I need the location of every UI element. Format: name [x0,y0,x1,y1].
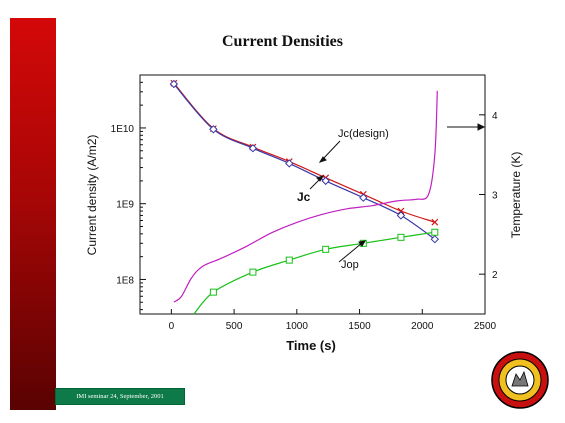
x-tick-label: 2500 [474,321,497,332]
annotation-jc-design: Jc(design) [338,128,389,140]
y2-tick-label: 3 [492,191,498,202]
y-tick-label: 1E8 [116,275,134,286]
data-point [169,79,179,89]
y-axis-label: Current density (A/m2) [85,135,99,256]
chart-plot-area [169,79,440,315]
x-tick-label: 500 [226,321,243,332]
seminar-footer-label: IMI seminar 24, September, 2001 [55,388,185,405]
data-point [431,228,439,236]
y-tick-label: 1E9 [116,200,134,211]
series-line [173,82,435,223]
data-point [249,268,257,276]
data-point [209,288,217,296]
series-line [173,90,438,303]
slide-title: Current Densities [221,33,344,50]
data-point [285,256,293,264]
x-tick-label: 1500 [348,321,371,332]
data-point [397,233,405,241]
red-sidebar-bar [10,18,56,410]
y2-tick-label: 2 [492,270,498,281]
data-point [359,193,368,202]
x-axis-label: Time (s) [286,338,336,353]
annotation-arrows [309,123,486,263]
x-tick-label: 1000 [286,321,309,332]
data-point [430,234,440,244]
series-3 [173,90,438,303]
y2-axis-label: Temperature (K) [509,152,523,239]
x-tick-label: 0 [169,321,175,332]
data-point [322,245,330,253]
data-point [285,159,294,168]
x-tick-label: 2000 [411,321,434,332]
y-tick-label: 1E10 [111,124,135,135]
series-line [173,83,436,240]
annotation-jop: Jop [341,259,359,271]
annotation-jc: Jc [297,190,311,204]
y2-tick-label: 4 [492,111,498,122]
data-point [397,207,405,215]
data-point [209,125,218,134]
data-point [321,176,330,186]
chart-axes: 0 500 1000 1500 2000 2500 1E8 1E9 1E10 2 3 4 [111,74,498,332]
series-2 [193,228,439,315]
series-1 [169,79,440,244]
data-point [248,144,258,153]
series-line [193,231,435,315]
data-point [396,211,406,220]
institute-seal-logo [491,351,549,409]
data-point [431,218,439,226]
